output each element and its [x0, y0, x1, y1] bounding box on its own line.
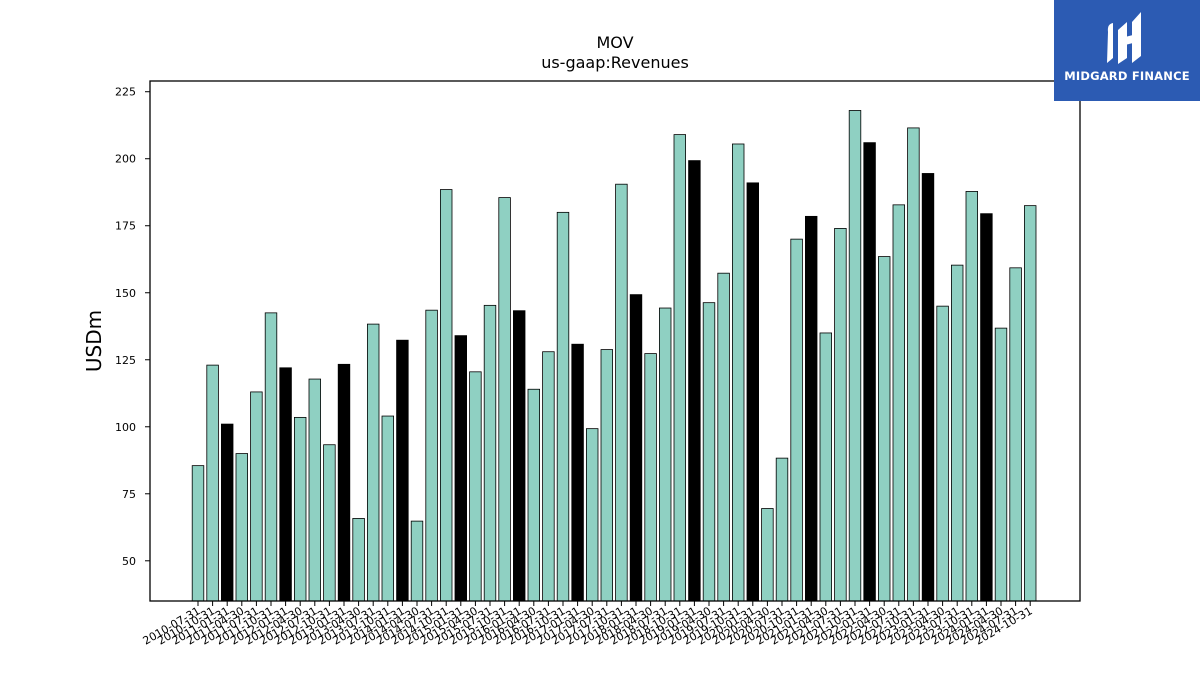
brand-name: MIDGARD FINANCE — [1064, 69, 1190, 83]
bar — [673, 134, 687, 602]
y-axis-ticks: 50 75 100 125 150 175 200 225 — [115, 86, 150, 568]
bar — [352, 518, 365, 602]
bar — [381, 415, 395, 602]
bar — [746, 182, 760, 602]
brand-logo: MIDGARD FINANCE — [1054, 0, 1200, 101]
chart-title: MOV — [596, 33, 633, 52]
bar — [600, 349, 614, 602]
chart-subtitle: us-gaap:Revenues — [541, 53, 689, 72]
bar — [702, 302, 716, 602]
bar — [994, 327, 1008, 602]
bar — [293, 416, 307, 602]
bar — [513, 310, 526, 602]
bar — [834, 228, 847, 602]
bar — [396, 339, 409, 602]
y-tick-label: 125 — [115, 354, 136, 367]
bar — [308, 378, 322, 602]
bar — [892, 204, 906, 602]
bar — [936, 305, 949, 602]
bar — [439, 189, 453, 602]
bars-group — [191, 110, 1037, 602]
bar — [951, 264, 964, 602]
bar — [848, 110, 862, 602]
bar — [615, 183, 628, 602]
bar — [688, 160, 701, 602]
bar — [264, 312, 278, 602]
y-axis-label: USDm — [82, 310, 106, 372]
bar — [483, 304, 497, 602]
bar — [206, 364, 219, 602]
bar — [907, 127, 920, 602]
y-tick-label: 175 — [115, 220, 136, 233]
bar — [527, 388, 541, 602]
bar — [191, 465, 205, 602]
bar — [761, 508, 774, 602]
plot-area-frame — [149, 80, 1081, 602]
bar — [863, 142, 876, 602]
bar — [469, 371, 482, 602]
bar — [717, 272, 730, 602]
bar — [819, 332, 833, 602]
bar — [410, 520, 424, 602]
bar — [366, 323, 380, 602]
bar — [323, 444, 336, 602]
y-tick-label: 75 — [122, 488, 136, 501]
bar — [425, 309, 438, 602]
y-tick-label: 50 — [122, 555, 136, 568]
bar — [659, 307, 672, 602]
y-tick-label: 200 — [115, 153, 136, 166]
bar — [556, 211, 570, 602]
bar — [1024, 205, 1037, 602]
bar — [220, 423, 234, 602]
bar — [337, 363, 351, 602]
bar — [235, 453, 249, 602]
bar — [732, 143, 745, 602]
bar — [542, 351, 555, 602]
y-tick-label: 225 — [115, 86, 136, 99]
bar — [629, 294, 643, 602]
bar — [1009, 267, 1022, 602]
y-tick-label: 100 — [115, 421, 136, 434]
bar — [775, 457, 789, 602]
bar — [878, 256, 891, 602]
bar — [790, 238, 803, 602]
bar — [250, 391, 263, 602]
bar — [980, 213, 993, 602]
bar — [498, 197, 511, 602]
y-tick-label: 150 — [115, 287, 136, 300]
bar — [571, 343, 584, 602]
bar — [586, 428, 599, 602]
bar — [921, 173, 935, 602]
bar — [805, 215, 818, 602]
bar — [965, 191, 979, 602]
bar — [454, 335, 468, 602]
midgard-logo-icon — [1107, 12, 1141, 64]
x-axis-ticks: 2010-07-312010-10-312011-01-312011-04-30… — [141, 601, 1035, 648]
bar — [644, 353, 657, 602]
bar — [279, 367, 292, 602]
